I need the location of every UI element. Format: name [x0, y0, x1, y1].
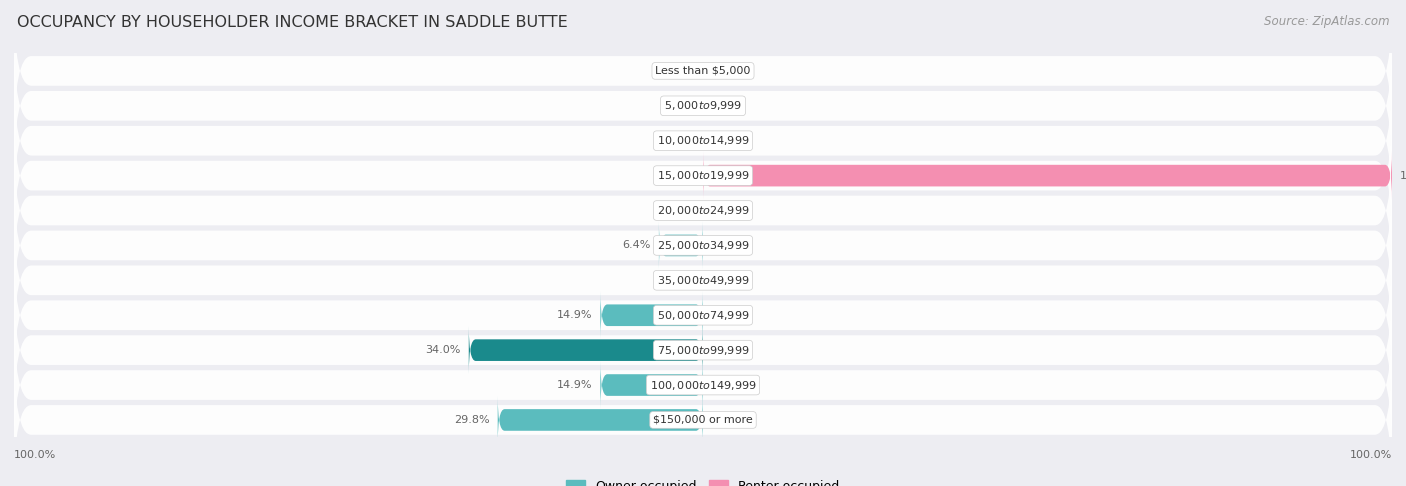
- Text: OCCUPANCY BY HOUSEHOLDER INCOME BRACKET IN SADDLE BUTTE: OCCUPANCY BY HOUSEHOLDER INCOME BRACKET …: [17, 15, 568, 30]
- Text: 0.0%: 0.0%: [666, 66, 695, 76]
- Text: 0.0%: 0.0%: [711, 206, 740, 215]
- Text: $75,000 to $99,999: $75,000 to $99,999: [657, 344, 749, 357]
- Text: 0.0%: 0.0%: [666, 101, 695, 111]
- Text: 0.0%: 0.0%: [711, 345, 740, 355]
- Text: $35,000 to $49,999: $35,000 to $49,999: [657, 274, 749, 287]
- Text: $10,000 to $14,999: $10,000 to $14,999: [657, 134, 749, 147]
- Text: 0.0%: 0.0%: [711, 101, 740, 111]
- Text: 0.0%: 0.0%: [711, 415, 740, 425]
- Text: $25,000 to $34,999: $25,000 to $34,999: [657, 239, 749, 252]
- Text: $5,000 to $9,999: $5,000 to $9,999: [664, 99, 742, 112]
- Text: $100,000 to $149,999: $100,000 to $149,999: [650, 379, 756, 392]
- FancyBboxPatch shape: [14, 69, 1392, 213]
- Text: 0.0%: 0.0%: [711, 241, 740, 250]
- FancyBboxPatch shape: [14, 243, 1392, 388]
- FancyBboxPatch shape: [14, 347, 1392, 486]
- Text: 0.0%: 0.0%: [711, 380, 740, 390]
- FancyBboxPatch shape: [14, 312, 1392, 457]
- Text: 0.0%: 0.0%: [666, 171, 695, 181]
- Text: 0.0%: 0.0%: [711, 66, 740, 76]
- Text: 0.0%: 0.0%: [711, 276, 740, 285]
- FancyBboxPatch shape: [14, 138, 1392, 283]
- Text: 100.0%: 100.0%: [14, 450, 56, 460]
- FancyBboxPatch shape: [703, 152, 1392, 200]
- Text: $150,000 or more: $150,000 or more: [654, 415, 752, 425]
- Text: Source: ZipAtlas.com: Source: ZipAtlas.com: [1264, 15, 1389, 28]
- Text: 14.9%: 14.9%: [557, 310, 592, 320]
- Text: 0.0%: 0.0%: [666, 206, 695, 215]
- Text: 0.0%: 0.0%: [666, 136, 695, 146]
- Text: $50,000 to $74,999: $50,000 to $74,999: [657, 309, 749, 322]
- Text: 29.8%: 29.8%: [454, 415, 489, 425]
- FancyBboxPatch shape: [14, 173, 1392, 318]
- FancyBboxPatch shape: [659, 221, 703, 270]
- FancyBboxPatch shape: [14, 34, 1392, 178]
- FancyBboxPatch shape: [468, 326, 703, 374]
- FancyBboxPatch shape: [14, 208, 1392, 353]
- FancyBboxPatch shape: [498, 396, 703, 444]
- FancyBboxPatch shape: [600, 291, 703, 339]
- Text: $20,000 to $24,999: $20,000 to $24,999: [657, 204, 749, 217]
- Text: Less than $5,000: Less than $5,000: [655, 66, 751, 76]
- Text: 0.0%: 0.0%: [711, 136, 740, 146]
- Text: 14.9%: 14.9%: [557, 380, 592, 390]
- FancyBboxPatch shape: [600, 361, 703, 409]
- FancyBboxPatch shape: [14, 278, 1392, 422]
- Text: 6.4%: 6.4%: [623, 241, 651, 250]
- Text: $15,000 to $19,999: $15,000 to $19,999: [657, 169, 749, 182]
- Text: 0.0%: 0.0%: [711, 310, 740, 320]
- FancyBboxPatch shape: [14, 103, 1392, 248]
- Text: 100.0%: 100.0%: [1400, 171, 1406, 181]
- FancyBboxPatch shape: [14, 0, 1392, 143]
- Text: 34.0%: 34.0%: [425, 345, 461, 355]
- Text: 0.0%: 0.0%: [666, 276, 695, 285]
- Text: 100.0%: 100.0%: [1350, 450, 1392, 460]
- Legend: Owner-occupied, Renter-occupied: Owner-occupied, Renter-occupied: [567, 480, 839, 486]
